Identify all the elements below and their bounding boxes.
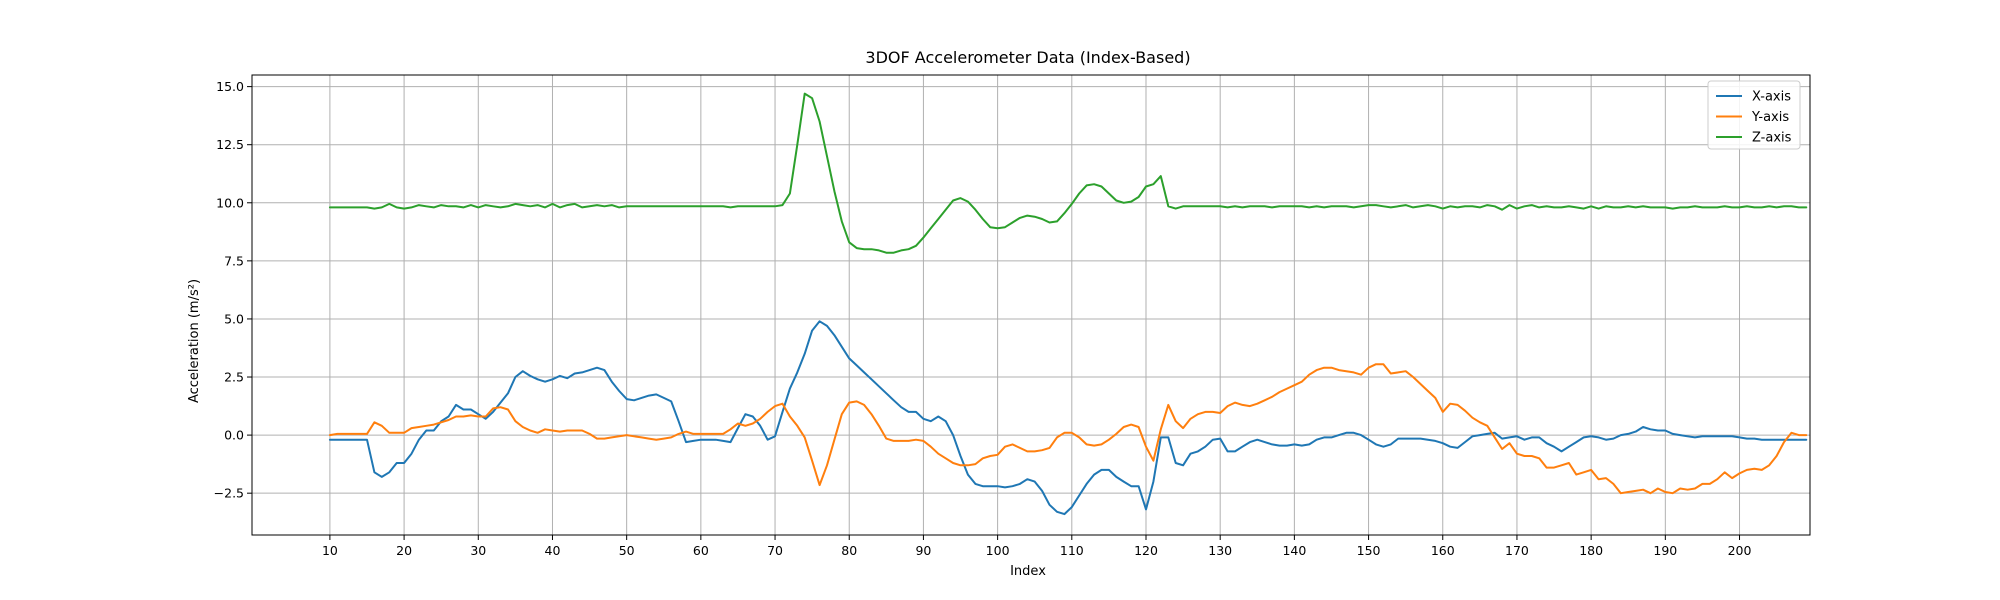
legend-box: [1707, 80, 1801, 150]
x-tick-label: 20: [396, 543, 412, 558]
x-tick-label: 90: [915, 543, 931, 558]
x-axis-ticks: 10 20 30 40 50 60 70 80 90 100 110 120 130 140 150 160 1…: [322, 535, 1752, 558]
x-tick-label: 140: [1282, 543, 1306, 558]
legend: X-axis Y-axis Z-axis: [1707, 80, 1801, 150]
x-axis-label: Index: [1010, 564, 1046, 579]
x-tick-label: 50: [619, 543, 635, 558]
y-tick-label: 7.5: [224, 253, 244, 268]
x-tick-label: 120: [1134, 543, 1158, 558]
x-tick-label: 30: [470, 543, 486, 558]
x-tick-label: 130: [1208, 543, 1232, 558]
y-tick-label: 5.0: [224, 311, 244, 326]
y-axis-ticks: −2.5 0.0 2.5 5.0 7.5 10.0 12.5 15.0: [214, 79, 252, 501]
x-tick-label: 70: [767, 543, 783, 558]
x-tick-label: 150: [1357, 543, 1381, 558]
plot-area-frame: [251, 74, 1811, 536]
x-tick-label: 100: [986, 543, 1010, 558]
x-tick-label: 80: [841, 543, 857, 558]
x-tick-label: 160: [1431, 543, 1455, 558]
y-tick-label: 15.0: [216, 79, 244, 94]
y-tick-label: 12.5: [216, 137, 244, 152]
x-tick-label: 110: [1060, 543, 1084, 558]
legend-label: Y-axis: [1751, 110, 1789, 125]
x-tick-label: 170: [1505, 543, 1529, 558]
series-line-x-axis: [328, 320, 1808, 516]
y-tick-label: 2.5: [224, 370, 244, 385]
x-tick-label: 180: [1579, 543, 1603, 558]
y-tick-label: −2.5: [214, 486, 244, 501]
y-axis-label: Acceleration (m/s²): [187, 279, 202, 403]
x-tick-label: 200: [1728, 543, 1752, 558]
chart-title: 3DOF Accelerometer Data (Index-Based): [865, 48, 1190, 67]
y-tick-label: 0.0: [224, 428, 244, 443]
series-line-z-axis: [328, 92, 1808, 254]
legend-label: X-axis: [1752, 90, 1791, 105]
x-tick-label: 190: [1653, 543, 1677, 558]
legend-label: Z-axis: [1752, 131, 1792, 146]
x-tick-label: 10: [322, 543, 338, 558]
series-lines: [328, 92, 1808, 516]
grid: [252, 75, 1810, 535]
x-tick-label: 40: [545, 543, 561, 558]
series-line-y-axis: [328, 363, 1808, 495]
x-tick-label: 60: [693, 543, 709, 558]
y-tick-label: 10.0: [216, 195, 244, 210]
